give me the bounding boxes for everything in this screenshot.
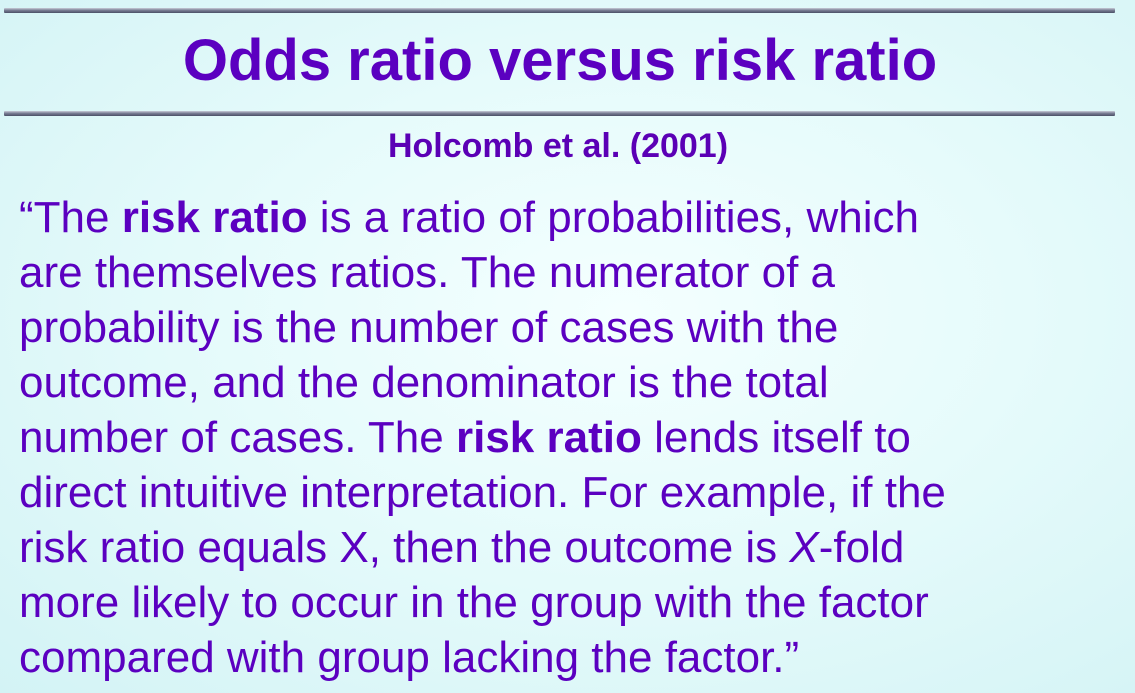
quote-text: lends itself to [641, 413, 911, 462]
quote-line: “The risk ratio is a ratio of probabilit… [19, 190, 1131, 245]
emphasis-term: risk ratio [455, 413, 642, 462]
quote-block: “The risk ratio is a ratio of probabilit… [19, 190, 1131, 685]
quote-line: probability is the number of cases with … [19, 303, 839, 352]
quote-line: compared with group lacking the factor.” [19, 633, 800, 682]
emphasis-term: risk ratio [121, 193, 308, 242]
italic-variable: X [789, 523, 819, 572]
quote-text: -fold [818, 523, 905, 572]
quote-line: number of cases. The risk ratio lends it… [19, 410, 1131, 465]
quote-text: “The [19, 193, 122, 242]
top-divider [4, 8, 1115, 13]
title-divider [4, 111, 1115, 116]
quote-text: risk ratio equals X, then the outcome is [19, 523, 790, 572]
quote-line: are themselves ratios. The numerator of … [19, 248, 836, 297]
slide-title: Odds ratio versus risk ratio [182, 28, 938, 93]
citation: Holcomb et al. (2001) [387, 127, 729, 165]
quote-line: more likely to occur in the group with t… [19, 578, 929, 627]
quote-line: risk ratio equals X, then the outcome is… [19, 520, 1131, 575]
quote-text: is a ratio of probabilities, which [307, 193, 919, 242]
quote-line: outcome, and the denominator is the tota… [19, 358, 829, 407]
quote-text: number of cases. The [19, 413, 456, 462]
quote-line: direct intuitive interpretation. For exa… [19, 468, 946, 517]
